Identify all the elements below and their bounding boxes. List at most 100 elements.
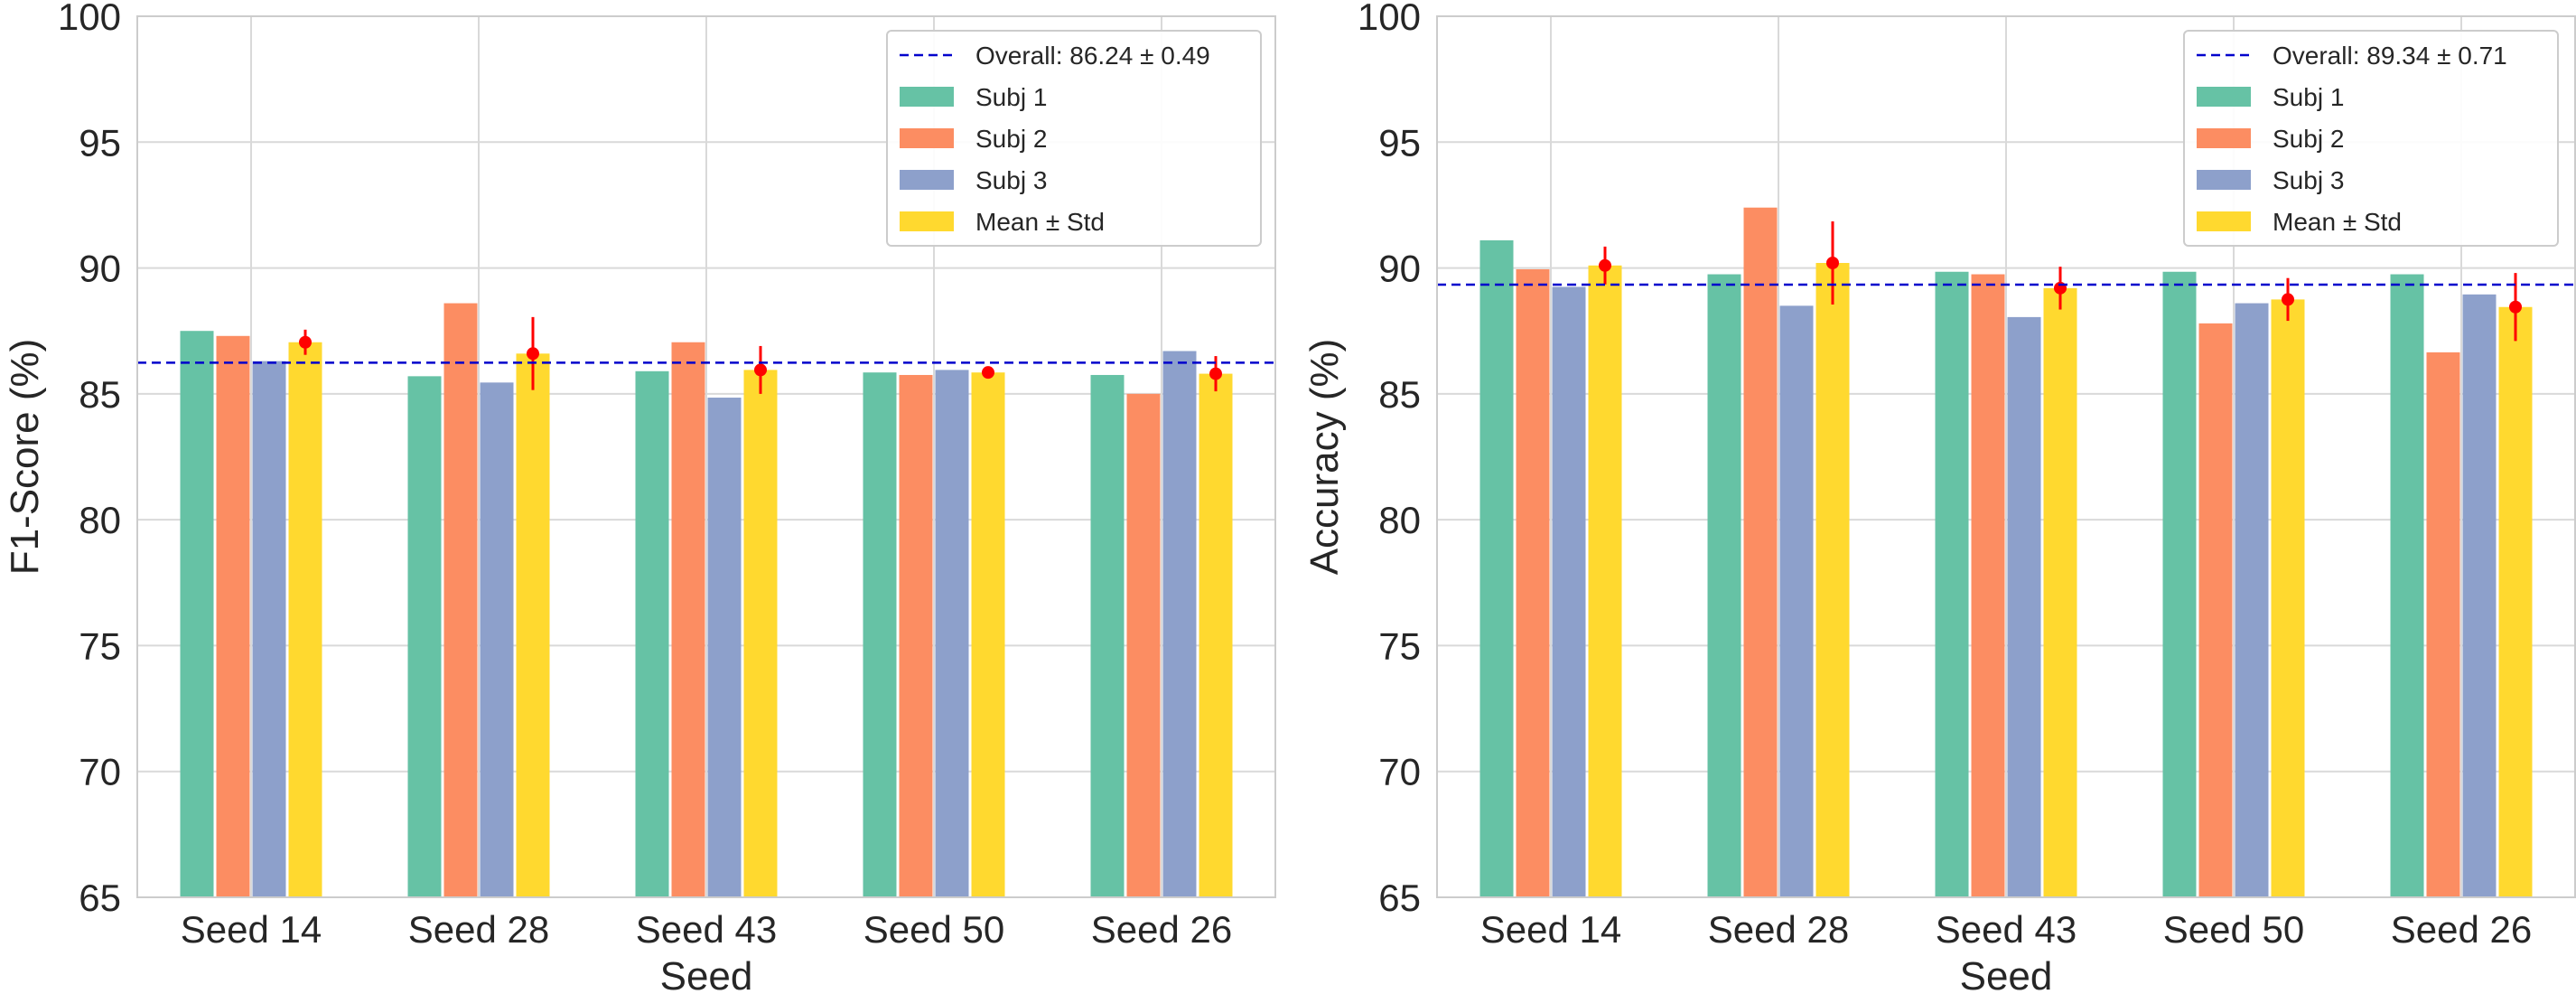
x-tick-label: Seed 28: [1708, 908, 1849, 951]
y-tick-label: 95: [1378, 121, 1421, 164]
bar-subj-3: [2007, 316, 2041, 898]
legend-swatch-subj-1: [2197, 87, 2251, 107]
bar-subj-1: [863, 372, 897, 897]
bar-subj-3: [2235, 303, 2269, 898]
x-tick-label: Seed 28: [408, 908, 549, 951]
bar-subj-2: [899, 374, 933, 897]
bar-mean-std: [1588, 265, 1622, 897]
mean-marker: [299, 335, 312, 349]
y-axis-title: Accuracy (%): [1302, 339, 1347, 576]
y-tick-label: 70: [1378, 751, 1421, 793]
y-tick-label: 70: [79, 751, 121, 793]
bar-subj-2: [2426, 352, 2460, 898]
plot-frame: [1436, 15, 2576, 898]
bar-subj-1: [180, 331, 214, 897]
bar-subj-3: [2462, 294, 2497, 898]
y-tick-label: 95: [79, 121, 121, 164]
bar-mean-std: [2498, 306, 2533, 897]
legend-label-subj-3: Subj 3: [975, 166, 1047, 194]
y-tick-label: 90: [1378, 248, 1421, 290]
legend-swatch-subj-3: [2197, 170, 2251, 190]
mean-marker: [2282, 293, 2294, 306]
y-tick-label: 75: [1378, 624, 1421, 667]
mean-marker: [2509, 300, 2522, 314]
legend-label-subj-2: Subj 2: [975, 125, 1047, 153]
bar-subj-1: [1479, 239, 1514, 897]
mean-marker: [1599, 258, 1611, 272]
bar-subj-2: [216, 335, 250, 897]
bar-subj-2: [1971, 274, 2005, 897]
bar-mean-std: [2271, 299, 2305, 898]
bar-mean-std: [288, 342, 322, 897]
bar-subj-3: [1162, 351, 1197, 897]
bar-subj-1: [1090, 374, 1125, 897]
legend: Overall: 86.24 ± 0.49 Subj 1 Subj 2 Subj 3 M…: [886, 30, 1262, 247]
y-tick-label: 80: [1378, 499, 1421, 541]
legend-swatch-mean-std: [2197, 211, 2251, 231]
y-tick-label: 80: [79, 499, 121, 541]
x-axis-title: Seed: [1960, 954, 2053, 994]
bar-subj-2: [671, 342, 705, 897]
legend-label-subj-3: Subj 3: [2273, 166, 2344, 194]
x-tick-label: Seed 26: [1091, 908, 1232, 951]
legend-box: [2183, 30, 2559, 247]
bar-mean-std: [2043, 287, 2077, 897]
legend-label-overall: Overall: 86.24 ± 0.49: [975, 42, 1210, 70]
bar-subj-1: [635, 370, 669, 897]
x-tick-label: Seed 50: [863, 908, 1004, 951]
bar-subj-1: [2390, 274, 2424, 897]
bar-mean-std: [971, 372, 1005, 897]
y-tick-label: 85: [1378, 373, 1421, 416]
x-tick-label: Seed 14: [1480, 908, 1621, 951]
legend-label-subj-1: Subj 1: [2273, 83, 2344, 111]
y-tick-label: 75: [79, 624, 121, 667]
bar-subj-2: [1516, 268, 1550, 897]
bar-subj-3: [480, 382, 514, 898]
bar-subj-3: [1552, 286, 1586, 897]
bar-mean-std: [1199, 373, 1233, 898]
x-tick-label: Seed 43: [1936, 908, 2077, 951]
mean-marker: [1826, 257, 1839, 269]
mean-marker: [1209, 367, 1222, 380]
plot-frame: [136, 15, 1276, 898]
bar-subj-1: [407, 376, 442, 897]
y-tick-label: 100: [58, 0, 121, 38]
bar-subj-3: [1779, 305, 1814, 897]
legend-swatch-subj-1: [900, 87, 954, 107]
y-axis-title: F1-Score (%): [3, 339, 47, 576]
legend-box: [886, 30, 1262, 247]
legend-swatch-subj-2: [2197, 128, 2251, 148]
bar-mean-std: [743, 370, 778, 898]
bar-mean-std: [1815, 263, 1850, 897]
legend-label-subj-2: Subj 2: [2273, 125, 2344, 153]
y-tick-label: 65: [79, 877, 121, 919]
legend-swatch-mean-std: [900, 211, 954, 231]
mean-marker: [982, 366, 994, 380]
bar-subj-1: [2162, 271, 2197, 897]
bar-mean-std: [516, 353, 550, 897]
x-axis-title: Seed: [660, 954, 753, 994]
bar-subj-2: [1126, 393, 1161, 897]
legend-label-overall: Overall: 89.34 ± 0.71: [2273, 42, 2507, 70]
bar-subj-2: [443, 303, 478, 898]
bar-subj-1: [1935, 271, 1969, 897]
mean-marker: [754, 363, 767, 377]
bar-subj-3: [252, 361, 286, 898]
y-tick-label: 65: [1378, 877, 1421, 919]
legend: Overall: 89.34 ± 0.71 Subj 1 Subj 2 Subj 3 M…: [2183, 30, 2559, 247]
x-tick-label: Seed 14: [181, 908, 322, 951]
bar-subj-2: [2198, 323, 2233, 897]
legend-label-mean-std: Mean ± Std: [2273, 208, 2402, 236]
y-tick-label: 100: [1358, 0, 1421, 38]
bar-subj-2: [1743, 207, 1778, 897]
x-tick-label: Seed 50: [2163, 908, 2304, 951]
legend-label-subj-1: Subj 1: [975, 83, 1047, 111]
y-tick-label: 90: [79, 248, 121, 290]
mean-marker: [527, 347, 539, 361]
bar-subj-3: [707, 398, 742, 897]
y-tick-label: 85: [79, 373, 121, 416]
legend-label-mean-std: Mean ± Std: [975, 208, 1105, 236]
